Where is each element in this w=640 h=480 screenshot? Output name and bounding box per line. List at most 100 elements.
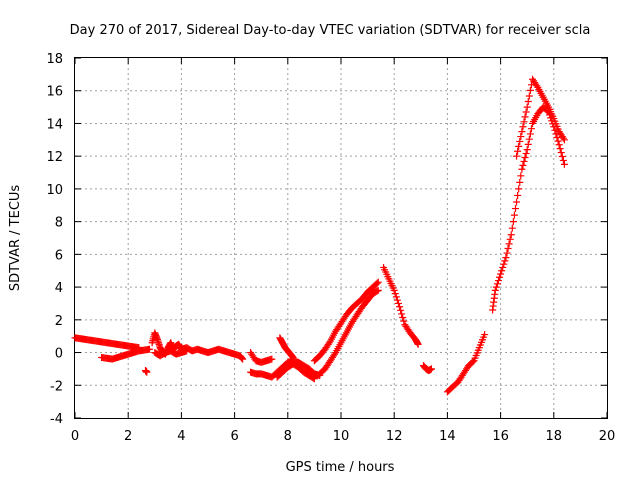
data-point: [399, 314, 407, 322]
data-point: [481, 331, 489, 339]
data-point: [524, 140, 532, 148]
x-tick-label: 16: [492, 429, 509, 444]
data-point: [373, 287, 381, 295]
data-point: [505, 240, 513, 248]
data-point: [522, 108, 530, 116]
data-point: [513, 152, 521, 160]
y-tick-label: -2: [50, 379, 63, 394]
data-point: [145, 345, 153, 353]
data-point: [515, 142, 523, 150]
data-point: [400, 317, 408, 325]
x-tick-label: 8: [284, 429, 292, 444]
y-tick-label: 0: [55, 347, 63, 362]
data-point: [374, 286, 382, 294]
data-points: [71, 75, 568, 396]
y-tick-label: 12: [46, 150, 63, 165]
data-point: [513, 198, 521, 206]
y-tick-label: 16: [46, 85, 63, 100]
data-point: [143, 368, 151, 376]
data-point: [523, 103, 531, 111]
data-point: [556, 145, 564, 153]
data-point: [518, 128, 526, 136]
data-point: [373, 279, 381, 287]
data-point: [502, 254, 510, 262]
x-tick-label: 20: [599, 429, 616, 444]
data-point: [396, 303, 404, 311]
data-point: [392, 293, 400, 301]
data-point: [414, 340, 422, 348]
data-point: [469, 358, 477, 366]
data-point: [492, 283, 500, 291]
data-point: [522, 150, 530, 158]
x-tick-label: 4: [177, 429, 185, 444]
data-point: [394, 299, 402, 307]
data-point: [560, 160, 568, 168]
x-tick-label: 0: [71, 429, 79, 444]
y-tick-label: 4: [55, 281, 63, 296]
data-point: [560, 136, 568, 144]
data-point: [507, 231, 515, 239]
x-tick-label: 2: [124, 429, 132, 444]
data-point: [506, 235, 514, 243]
x-tick-label: 6: [230, 429, 238, 444]
data-point: [508, 224, 516, 232]
data-point: [391, 290, 399, 298]
data-point: [521, 113, 529, 121]
x-axis-label: GPS time / hours: [286, 460, 395, 475]
data-point: [390, 286, 398, 294]
data-point: [268, 355, 276, 363]
data-point: [555, 141, 563, 149]
data-point: [503, 249, 511, 257]
y-tick-label: 14: [46, 117, 63, 132]
data-point: [397, 306, 405, 314]
data-point: [427, 365, 435, 373]
chart-title: Day 270 of 2017, Sidereal Day-to-day VTE…: [70, 23, 591, 38]
data-point: [498, 267, 506, 275]
data-point: [520, 157, 528, 165]
data-point: [393, 296, 401, 304]
data-point: [499, 263, 507, 271]
data-point: [309, 374, 317, 382]
data-point: [496, 273, 504, 281]
data-point: [559, 156, 567, 164]
data-point: [559, 134, 567, 142]
data-point: [554, 137, 562, 145]
data-point: [526, 130, 534, 138]
data-point: [239, 355, 247, 363]
data-point: [331, 350, 339, 358]
data-point: [325, 339, 333, 347]
data-point: [519, 161, 527, 169]
data-point: [517, 133, 525, 141]
data-point: [500, 260, 508, 268]
data-point: [518, 165, 526, 173]
data-point: [516, 178, 524, 186]
y-axis-label: SDTVAR / TECUs: [8, 185, 23, 292]
y-tick-label: 8: [55, 216, 63, 231]
data-point: [501, 257, 509, 265]
data-point: [310, 375, 318, 383]
y-tick-label: -4: [50, 412, 63, 427]
data-point: [497, 270, 505, 278]
plot-frame: [74, 57, 608, 419]
data-point: [551, 126, 559, 134]
data-point: [557, 149, 565, 157]
x-tick-label: 12: [386, 429, 403, 444]
data-point: [527, 125, 535, 133]
data-point: [510, 211, 518, 219]
data-point: [525, 135, 533, 143]
data-point: [289, 353, 297, 361]
data-point: [493, 280, 501, 288]
y-tick-label: 10: [46, 183, 63, 198]
y-tick-label: 18: [46, 52, 63, 67]
data-point: [524, 98, 532, 106]
data-point: [521, 153, 529, 161]
data-point: [494, 277, 502, 285]
x-tick-label: 14: [439, 429, 456, 444]
data-point: [516, 137, 524, 145]
data-point: [525, 92, 533, 100]
data-point: [514, 147, 522, 155]
data-point: [183, 347, 191, 355]
x-tick-label: 10: [333, 429, 350, 444]
ticks: 0 2 4 6 8 10 12 14 16 18 20 -4 -2 0 2 4 6 8 10 12 14 16 18: [46, 52, 615, 444]
data-point: [515, 185, 523, 193]
